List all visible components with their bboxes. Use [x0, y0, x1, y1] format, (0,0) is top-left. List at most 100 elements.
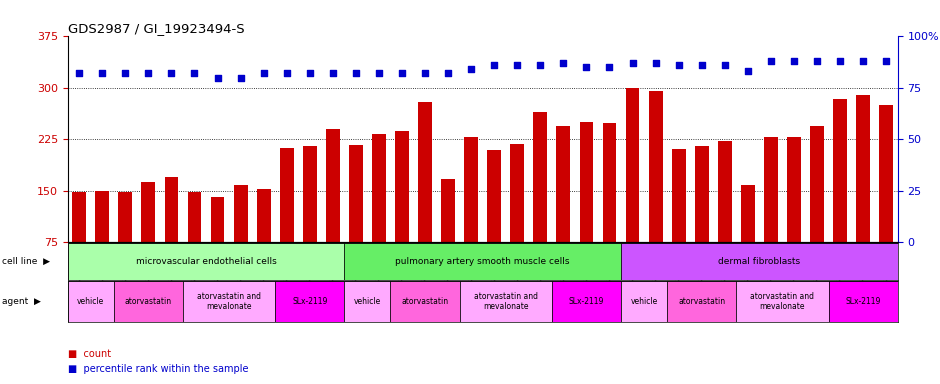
Text: atorvastatin: atorvastatin	[401, 297, 448, 306]
Text: GDS2987 / GI_19923494-S: GDS2987 / GI_19923494-S	[68, 22, 244, 35]
Bar	[68, 243, 344, 280]
Bar	[736, 281, 828, 322]
Bar	[621, 281, 667, 322]
Bar	[764, 137, 777, 242]
Point	[487, 62, 502, 68]
Text: ■  count: ■ count	[68, 349, 111, 359]
Point	[855, 58, 870, 64]
Point	[141, 70, 156, 76]
Point	[556, 60, 571, 66]
Point	[118, 70, 133, 76]
Bar	[833, 99, 847, 242]
Text: atorvastatin: atorvastatin	[678, 297, 726, 306]
Bar	[234, 185, 247, 242]
Point	[671, 62, 686, 68]
Text: SLx-2119: SLx-2119	[569, 297, 604, 306]
Point	[879, 58, 894, 64]
Point	[187, 70, 202, 76]
Bar	[418, 101, 432, 242]
Text: atorvastatin and
mevalonate: atorvastatin and mevalonate	[474, 292, 538, 311]
Bar	[460, 281, 552, 322]
Point	[95, 70, 110, 76]
Point	[741, 68, 756, 74]
Bar	[879, 105, 893, 242]
Point	[787, 58, 802, 64]
Point	[256, 70, 271, 76]
Point	[763, 58, 778, 64]
Text: SLx-2119: SLx-2119	[292, 297, 327, 306]
Point	[695, 62, 710, 68]
Bar	[556, 126, 571, 242]
Bar	[441, 179, 455, 242]
Text: atorvastatin: atorvastatin	[125, 297, 172, 306]
Text: ■  percentile rank within the sample: ■ percentile rank within the sample	[68, 364, 248, 374]
Point	[648, 60, 663, 66]
Bar	[390, 281, 460, 322]
Point	[279, 70, 294, 76]
Bar	[552, 281, 621, 322]
Point	[303, 70, 318, 76]
Text: pulmonary artery smooth muscle cells: pulmonary artery smooth muscle cells	[396, 257, 570, 266]
Bar	[280, 148, 293, 242]
Bar	[621, 243, 898, 280]
Bar	[275, 281, 344, 322]
Text: dermal fibroblasts: dermal fibroblasts	[718, 257, 801, 266]
Bar	[810, 126, 824, 242]
Point	[441, 70, 456, 76]
Text: vehicle: vehicle	[353, 297, 381, 306]
Bar	[211, 197, 225, 242]
Point	[625, 60, 640, 66]
Bar	[856, 95, 870, 242]
Point	[509, 62, 525, 68]
Bar	[741, 185, 755, 242]
Point	[533, 62, 548, 68]
Point	[371, 70, 386, 76]
Point	[325, 70, 340, 76]
Bar	[828, 281, 898, 322]
Bar	[68, 281, 114, 322]
Point	[717, 62, 732, 68]
Bar	[114, 281, 183, 322]
Bar	[188, 192, 201, 242]
Text: agent  ▶: agent ▶	[2, 297, 40, 306]
Bar	[787, 137, 801, 242]
Bar	[72, 192, 86, 242]
Point	[417, 70, 432, 76]
Text: atorvastatin and
mevalonate: atorvastatin and mevalonate	[750, 292, 814, 311]
Text: SLx-2119: SLx-2119	[845, 297, 881, 306]
Bar	[533, 112, 547, 242]
Point	[602, 64, 617, 70]
Text: microvascular endothelial cells: microvascular endothelial cells	[135, 257, 276, 266]
Point	[349, 70, 364, 76]
Bar	[464, 137, 478, 242]
Bar	[580, 122, 593, 242]
Point	[233, 74, 248, 81]
Bar	[487, 150, 501, 242]
Bar	[141, 182, 155, 242]
Point	[71, 70, 86, 76]
Text: atorvastatin and
mevalonate: atorvastatin and mevalonate	[197, 292, 261, 311]
Point	[395, 70, 410, 76]
Bar	[349, 145, 363, 242]
Bar	[395, 131, 409, 242]
Bar	[164, 177, 179, 242]
Bar	[344, 243, 621, 280]
Bar	[95, 191, 109, 242]
Point	[833, 58, 848, 64]
Bar	[672, 149, 685, 242]
Point	[809, 58, 824, 64]
Text: vehicle: vehicle	[77, 297, 104, 306]
Point	[210, 74, 225, 81]
Bar	[603, 123, 617, 242]
Bar	[718, 141, 731, 242]
Bar	[344, 281, 390, 322]
Text: cell line  ▶: cell line ▶	[2, 257, 50, 266]
Point	[579, 64, 594, 70]
Bar	[303, 146, 317, 242]
Bar	[183, 281, 275, 322]
Bar	[695, 146, 709, 242]
Bar	[372, 134, 385, 242]
Bar	[257, 189, 271, 242]
Bar	[626, 88, 639, 242]
Bar	[118, 192, 133, 242]
